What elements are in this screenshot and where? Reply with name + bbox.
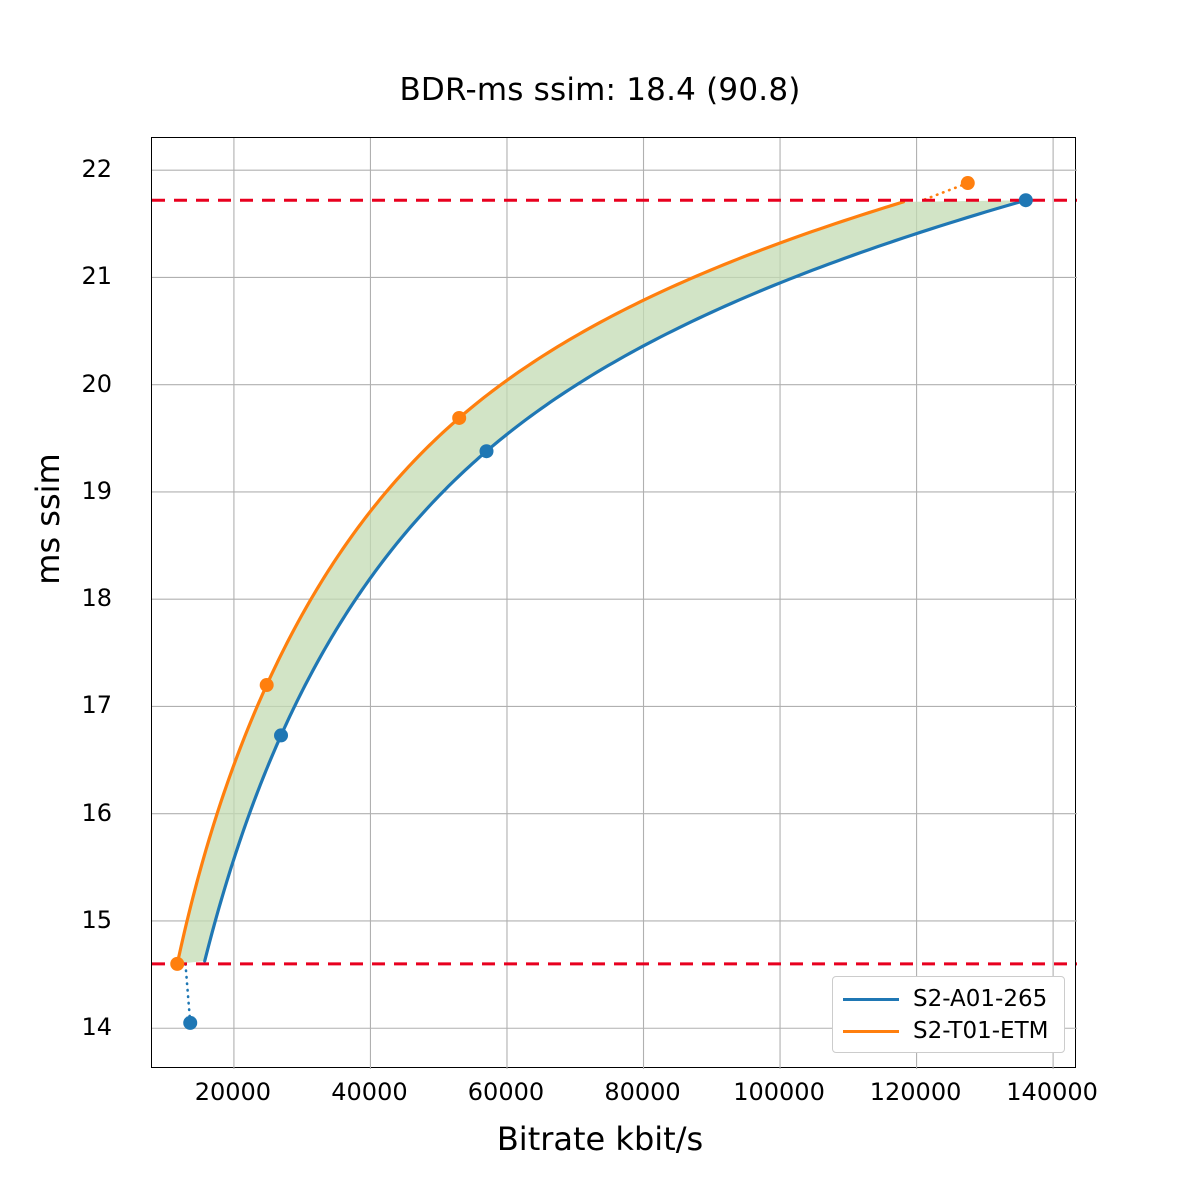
bdr-shaded-area [177, 200, 1026, 964]
chart-title: BDR-ms ssim: 18.4 (90.8) [399, 72, 801, 108]
legend-entry-1[interactable]: S2-T01-ETM [843, 1015, 1054, 1047]
legend-swatch-line-icon-1 [843, 1029, 899, 1033]
x-tick-label: 60000 [467, 1078, 545, 1106]
data-point-marker[interactable] [259, 678, 274, 693]
data-point-marker[interactable] [960, 176, 975, 191]
y-tick-label: 14 [81, 1013, 112, 1042]
y-tick-label: 19 [81, 476, 112, 505]
x-tick-label: 40000 [331, 1078, 408, 1106]
y-axis-label: ms ssim [29, 453, 67, 585]
y-tick-label: 21 [81, 262, 112, 291]
data-point-marker[interactable] [1018, 193, 1033, 208]
y-tick-label: 15 [81, 905, 112, 934]
extrapolation-dotted-line [184, 962, 192, 1025]
legend-entry-0[interactable]: S2-A01-265 [843, 983, 1054, 1015]
legend-label-1: S2-T01-ETM [913, 1018, 1049, 1044]
x-tick-label: 140000 [1006, 1078, 1098, 1106]
x-tick-label: 120000 [869, 1078, 962, 1106]
x-tick-label: 100000 [733, 1078, 825, 1106]
data-point-marker[interactable] [183, 1015, 198, 1030]
plot-canvas [152, 138, 1077, 1069]
data-point-marker[interactable] [170, 956, 185, 971]
legend-label-0: S2-A01-265 [913, 986, 1048, 1012]
plot-area [151, 137, 1077, 1069]
x-tick-label: 20000 [194, 1078, 272, 1106]
extrapolation-dotted-line [921, 181, 970, 202]
chart-legend[interactable]: S2-A01-265 S2-T01-ETM [832, 976, 1065, 1053]
y-tick-label: 16 [81, 798, 112, 827]
data-point-marker[interactable] [452, 410, 467, 425]
series-line-S2-T01-ETM [175, 200, 906, 966]
y-tick-label: 20 [81, 369, 112, 398]
y-tick-label: 18 [81, 584, 112, 613]
y-tick-label: 22 [81, 155, 112, 184]
legend-swatch-line-icon-0 [843, 997, 899, 1001]
data-point-marker[interactable] [479, 444, 494, 459]
x-axis-label: Bitrate kbit/s [496, 1120, 704, 1158]
data-point-marker[interactable] [274, 728, 289, 743]
x-tick-label: 80000 [604, 1078, 681, 1106]
series-line-S2-A01-265 [203, 198, 1028, 963]
y-tick-label: 17 [81, 691, 112, 720]
